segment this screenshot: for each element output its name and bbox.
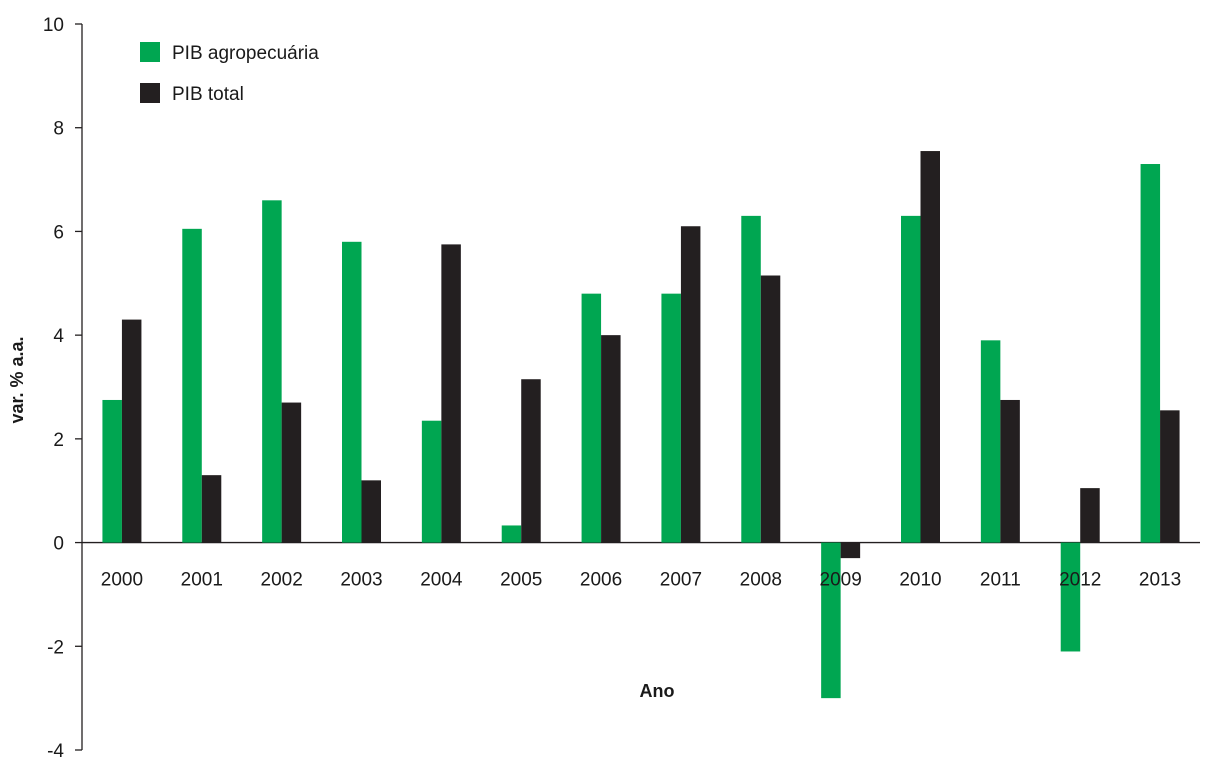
bar-agro <box>501 525 522 543</box>
bar-agro <box>262 200 282 543</box>
bar-agro <box>661 293 681 543</box>
x-tick-label: 2008 <box>740 570 782 591</box>
bar-total <box>920 151 940 543</box>
x-tick-label: 2012 <box>1059 570 1101 591</box>
bar-agro <box>821 542 841 699</box>
y-tick-label: 0 <box>53 534 64 555</box>
x-tick-label: 2013 <box>1139 570 1181 591</box>
y-tick-label: 6 <box>53 222 64 243</box>
y-tick-label: 2 <box>53 430 64 451</box>
bar-total <box>201 475 222 543</box>
bar-agro <box>342 241 362 543</box>
bar-total <box>441 244 461 543</box>
bar-total <box>840 542 861 559</box>
x-tick-label: 2003 <box>340 570 382 591</box>
y-tick-label: 4 <box>53 326 64 347</box>
bar-total <box>601 335 621 543</box>
bar-agro <box>1060 542 1081 652</box>
bar-agro <box>102 399 122 543</box>
x-tick-label: 2004 <box>420 570 463 591</box>
bar-agro <box>1140 164 1161 543</box>
x-tick-label: 2006 <box>580 570 622 591</box>
y-axis-title: var. % a.a. <box>7 336 27 423</box>
x-tick-labels: 2000 2001 2002 2003 2004 2005 2006 2007 2008 2009… <box>101 570 1181 591</box>
legend-label: PIB agropecuária <box>172 43 319 64</box>
bar-agro <box>421 420 442 543</box>
x-tick-label: 2010 <box>899 570 941 591</box>
x-axis-title: Ano <box>640 681 675 701</box>
y-tick-label: 10 <box>43 15 64 36</box>
bar-agro <box>182 228 202 543</box>
legend-swatch <box>140 83 160 103</box>
legend-label: PIB total <box>172 84 244 105</box>
bar-total <box>281 402 302 543</box>
y-tick-label: -4 <box>47 741 64 759</box>
legend-swatch <box>140 42 160 62</box>
axes <box>81 24 1200 750</box>
bar-total <box>1080 488 1100 543</box>
x-tick-label: 2007 <box>660 570 702 591</box>
bar-total <box>1000 399 1020 543</box>
x-tick-label: 2011 <box>980 570 1021 591</box>
bar-agro <box>980 340 1001 543</box>
y-tick-labels: -4 -2 0 2 4 6 8 10 <box>43 15 82 759</box>
bar-agro <box>581 293 602 543</box>
x-tick-label: 2005 <box>500 570 542 591</box>
x-tick-label: 2000 <box>101 570 143 591</box>
y-tick-label: -2 <box>47 637 64 658</box>
bar-total <box>1160 410 1180 543</box>
legend: PIB agropecuária PIB total <box>140 42 319 105</box>
x-tick-label: 2002 <box>261 570 303 591</box>
bar-total <box>680 226 701 543</box>
x-tick-label: 2009 <box>820 570 862 591</box>
x-tick-label: 2001 <box>181 570 223 591</box>
bar-total <box>521 379 541 543</box>
bar-total <box>361 480 381 543</box>
y-tick-label: 8 <box>53 119 64 140</box>
bar-total <box>760 275 781 543</box>
bars <box>102 151 1180 699</box>
bar-agro <box>901 215 921 543</box>
bar-agro <box>741 215 761 543</box>
bar-total <box>121 319 142 543</box>
